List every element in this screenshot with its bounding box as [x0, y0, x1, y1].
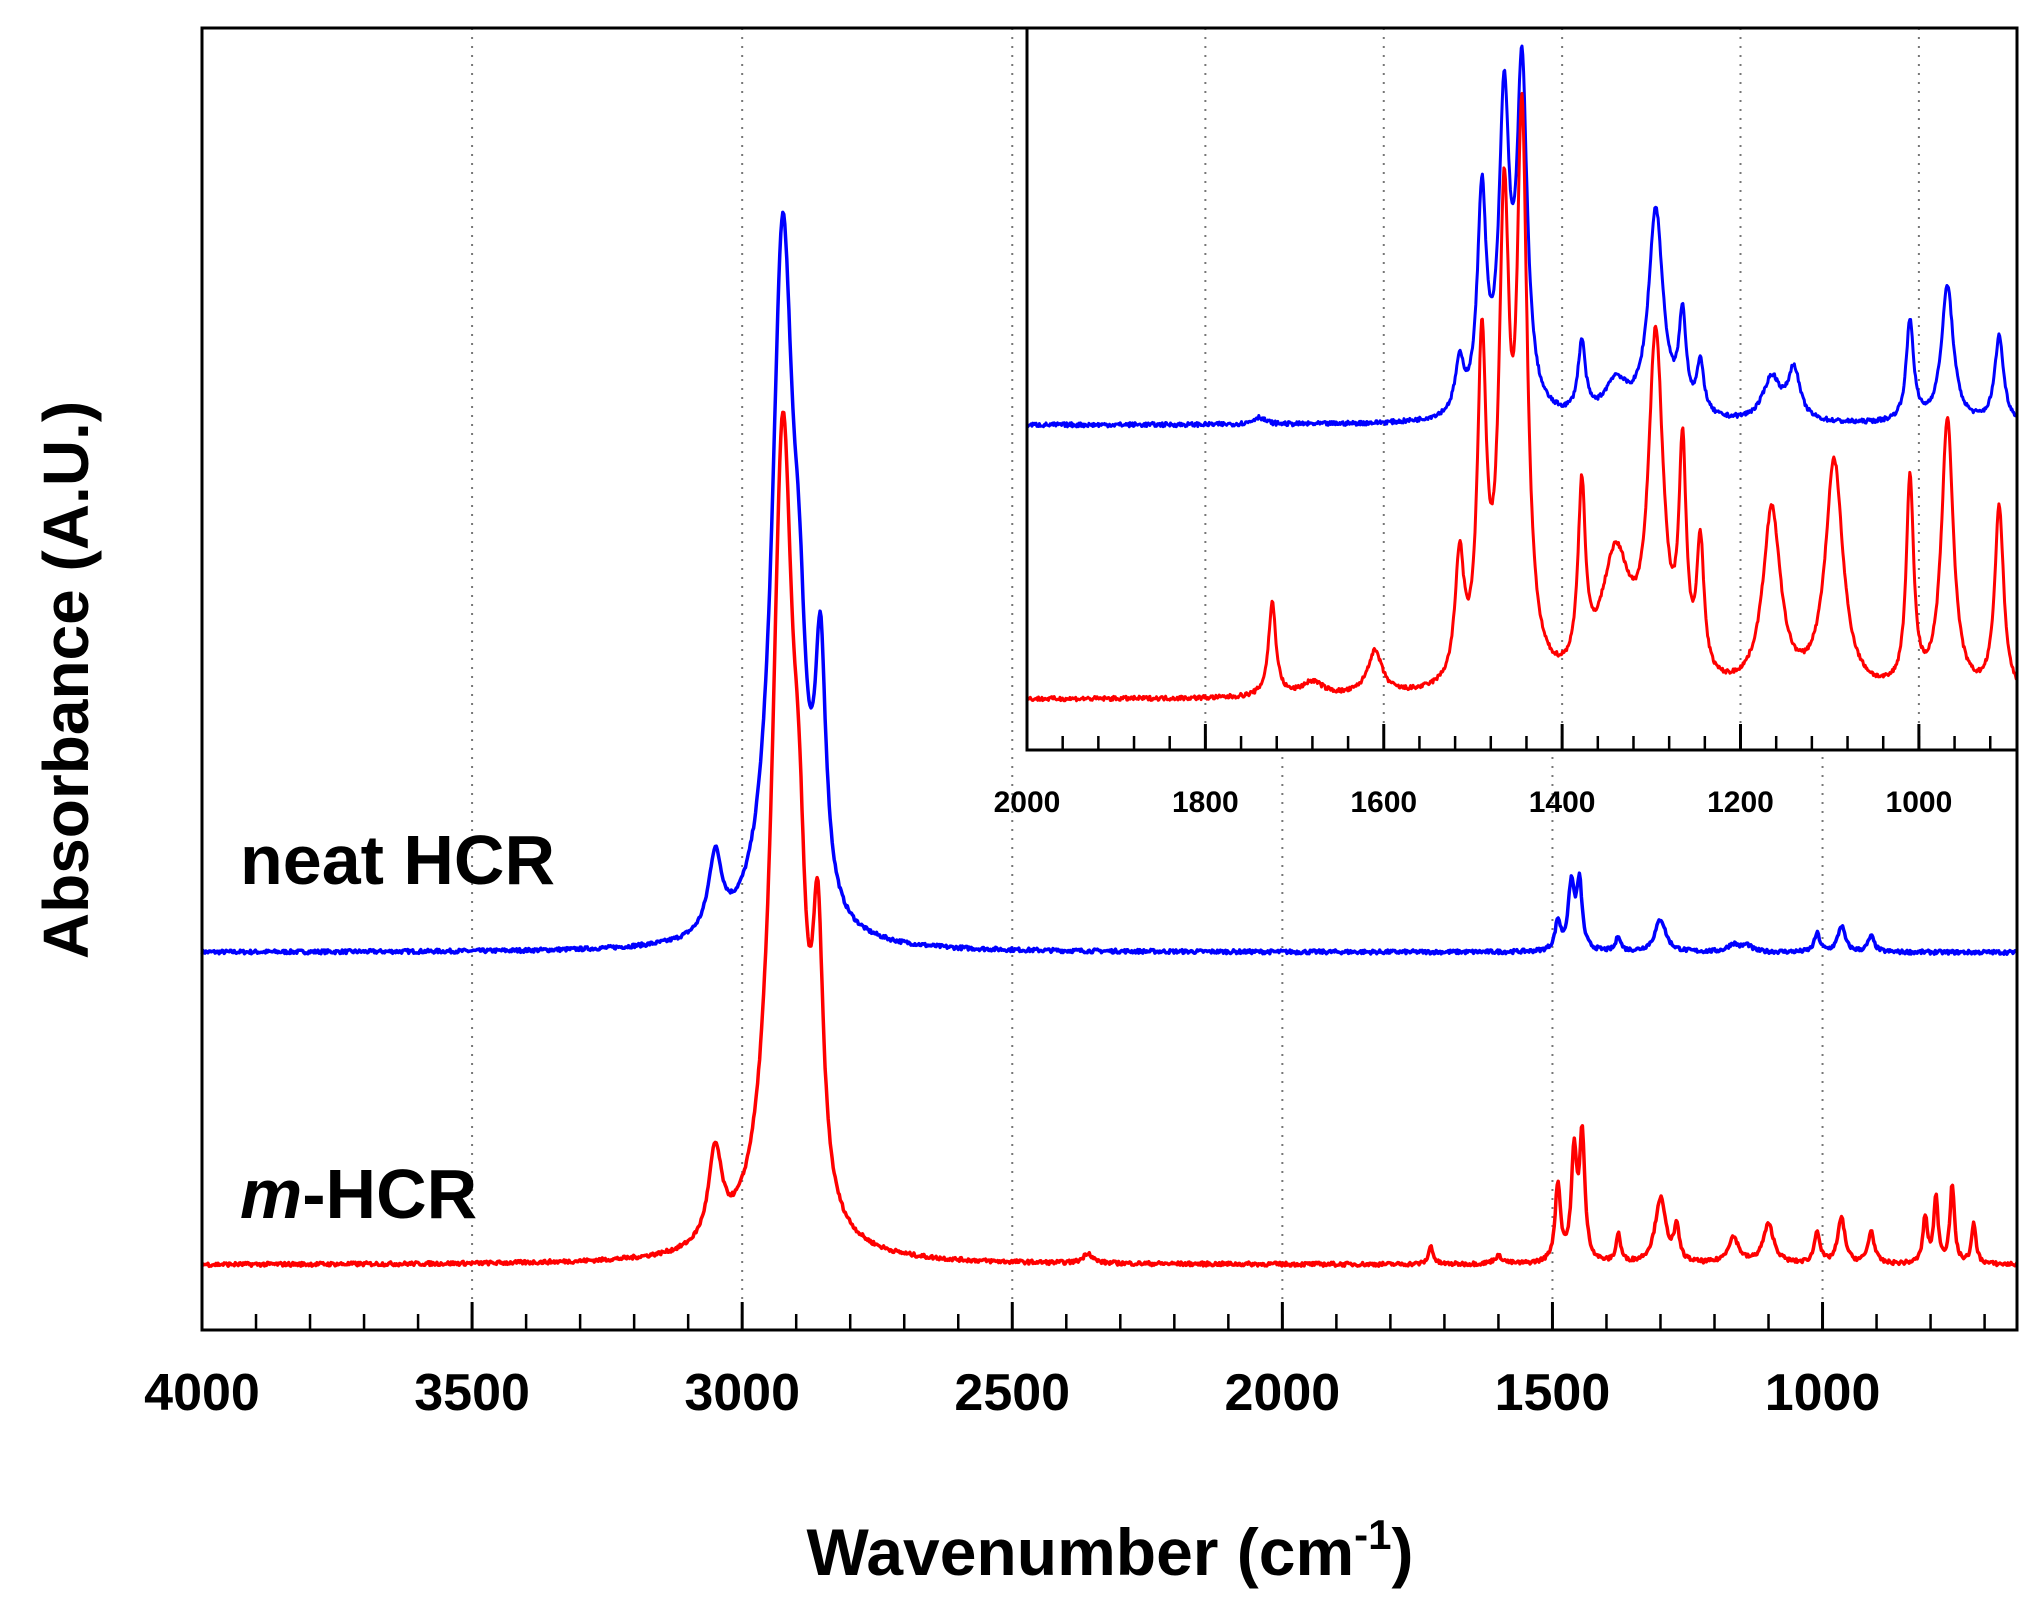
x-tick-label: 1200 — [1707, 786, 1774, 819]
inset-background — [1027, 28, 2017, 750]
x-tick-label: 2000 — [994, 786, 1061, 819]
x-tick-label: 1400 — [1529, 786, 1596, 819]
series-line-m-hcr — [1025, 91, 2018, 703]
x-axis-label: Wavenumber (cm-1) — [806, 1511, 1413, 1589]
y-axis-label: Absorbance (A.U.) — [30, 401, 102, 959]
main-x-ticks: 4000 3500 3000 2500 2000 1500 1000 — [144, 1302, 1986, 1422]
series-label-m-hcr: m-HCR — [240, 1155, 477, 1233]
series-line-m-hcr — [200, 410, 2019, 1269]
x-tick-label: 1000 — [1765, 1364, 1881, 1422]
x-tick-label: 2000 — [1225, 1364, 1341, 1422]
inset-series-group — [1025, 44, 2018, 703]
x-tick-label: 1000 — [1886, 786, 1953, 819]
x-tick-label: 3000 — [684, 1364, 800, 1422]
x-tick-label: 1800 — [1172, 786, 1239, 819]
inset-plot-frame — [1025, 26, 2019, 752]
series-label-neat-hcr: neat HCR — [240, 821, 555, 899]
x-tick-label: 2500 — [954, 1364, 1070, 1422]
x-tick-label: 1500 — [1495, 1364, 1611, 1422]
x-tick-label: 1600 — [1350, 786, 1417, 819]
inset-x-ticks: 2000 1800 1600 1400 1200 1000 — [994, 724, 1992, 819]
x-tick-label: 4000 — [144, 1364, 260, 1422]
series-line-neat-hcr — [200, 210, 2019, 956]
x-tick-label: 3500 — [414, 1364, 530, 1422]
series-line-neat-hcr — [1025, 44, 2018, 429]
main-series-group — [200, 210, 2019, 1269]
